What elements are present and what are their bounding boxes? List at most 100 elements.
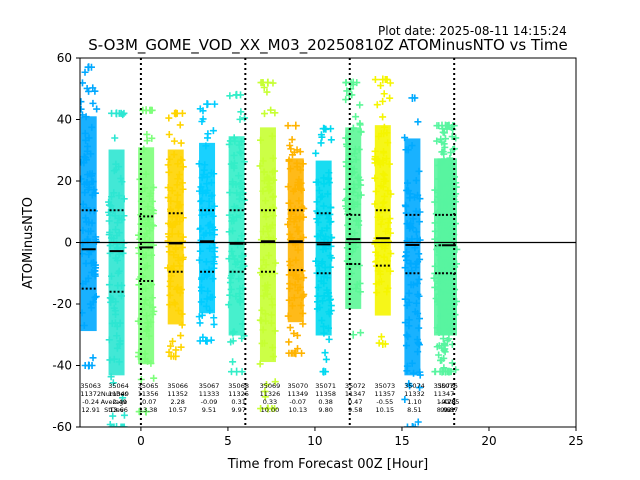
plus-marker	[208, 210, 216, 218]
plus-marker	[178, 321, 186, 329]
plus-marker	[409, 215, 417, 223]
plus-marker	[375, 132, 383, 140]
plus-marker	[384, 219, 392, 227]
plus-marker	[108, 423, 116, 427]
plus-marker	[118, 423, 126, 427]
plus-marker	[379, 183, 387, 191]
plus-marker	[174, 285, 182, 293]
plus-marker	[204, 287, 212, 295]
plus-marker	[346, 184, 354, 192]
plus-marker	[403, 423, 411, 427]
plus-marker	[174, 307, 182, 315]
plus-marker	[112, 226, 120, 234]
orbit-35067-points	[195, 100, 219, 345]
plus-marker	[268, 301, 276, 309]
plus-marker	[263, 222, 271, 230]
stat-stdev: 12.91	[81, 406, 100, 414]
plus-marker	[228, 247, 236, 255]
plus-marker	[211, 244, 219, 252]
plus-marker	[267, 319, 275, 327]
plus-marker	[177, 332, 185, 340]
plus-marker	[440, 364, 448, 372]
plus-marker	[229, 358, 237, 366]
plus-marker	[373, 101, 381, 109]
plus-marker	[111, 319, 119, 327]
plus-marker	[271, 327, 279, 335]
plus-marker	[92, 293, 100, 301]
plus-marker	[352, 113, 360, 121]
plus-marker	[377, 220, 385, 228]
plus-marker	[203, 295, 211, 303]
plus-marker	[105, 336, 113, 344]
plus-marker	[320, 202, 328, 210]
plus-marker	[230, 151, 238, 159]
plus-marker	[150, 183, 158, 191]
plus-marker	[357, 329, 365, 337]
plus-marker	[443, 184, 451, 192]
plus-marker	[327, 242, 335, 250]
plus-marker	[173, 218, 181, 226]
plus-marker	[290, 294, 298, 302]
plus-marker	[269, 212, 277, 220]
plus-marker	[143, 137, 151, 145]
plus-marker	[403, 301, 411, 309]
plus-marker	[267, 106, 275, 114]
plus-marker	[112, 298, 120, 306]
plus-marker	[380, 253, 388, 261]
plus-marker	[402, 202, 410, 210]
plus-marker	[351, 229, 359, 237]
plus-marker	[352, 156, 360, 164]
plus-marker	[375, 339, 383, 347]
plus-marker	[292, 256, 300, 264]
plus-marker	[88, 170, 96, 178]
y-axis: -60 -40 -20 0 20 40 60	[52, 51, 80, 434]
plus-marker	[90, 259, 98, 267]
plus-marker	[263, 88, 271, 96]
plus-marker	[320, 235, 328, 243]
plus-marker	[225, 228, 233, 236]
plus-marker	[438, 225, 446, 233]
plus-marker	[148, 294, 156, 302]
stat-average: -0.07	[140, 398, 157, 406]
orbit-35074-points	[401, 93, 424, 427]
plus-marker	[135, 231, 143, 239]
plus-marker	[297, 301, 305, 309]
plus-marker	[449, 284, 457, 292]
plus-marker	[179, 214, 187, 222]
plus-marker	[433, 343, 441, 351]
plus-marker	[120, 195, 128, 203]
plus-marker	[344, 207, 352, 215]
plus-marker	[374, 213, 382, 221]
stat-stdev: 10.15	[376, 406, 395, 414]
plus-marker	[142, 222, 150, 230]
plus-marker	[299, 309, 307, 317]
plus-marker	[327, 204, 335, 212]
stat-number: 11352	[167, 390, 188, 398]
plus-marker	[298, 294, 306, 302]
stat-orbit: 35069	[260, 382, 281, 390]
plus-marker	[356, 288, 364, 296]
plus-marker	[110, 189, 118, 197]
plus-marker	[402, 342, 410, 350]
plus-marker	[135, 408, 143, 416]
stat-stdev: 9.51	[202, 406, 216, 414]
stat-average: 0.31	[231, 398, 245, 406]
plus-marker	[284, 220, 292, 228]
plus-marker	[271, 378, 279, 386]
plus-marker	[371, 147, 379, 155]
plus-marker	[284, 122, 292, 130]
plus-marker	[415, 292, 423, 300]
plus-marker	[150, 374, 158, 382]
plus-marker	[377, 277, 385, 285]
plus-marker	[434, 193, 442, 201]
plus-marker	[178, 243, 186, 251]
plus-marker	[237, 108, 245, 116]
y-tick-label: -40	[52, 359, 72, 373]
plus-marker	[408, 359, 416, 367]
plus-marker	[233, 258, 241, 266]
plus-marker	[166, 301, 174, 309]
plus-marker	[110, 355, 118, 363]
plus-marker	[414, 418, 422, 426]
extreme-marker	[408, 423, 417, 427]
extreme-marker	[84, 361, 93, 370]
